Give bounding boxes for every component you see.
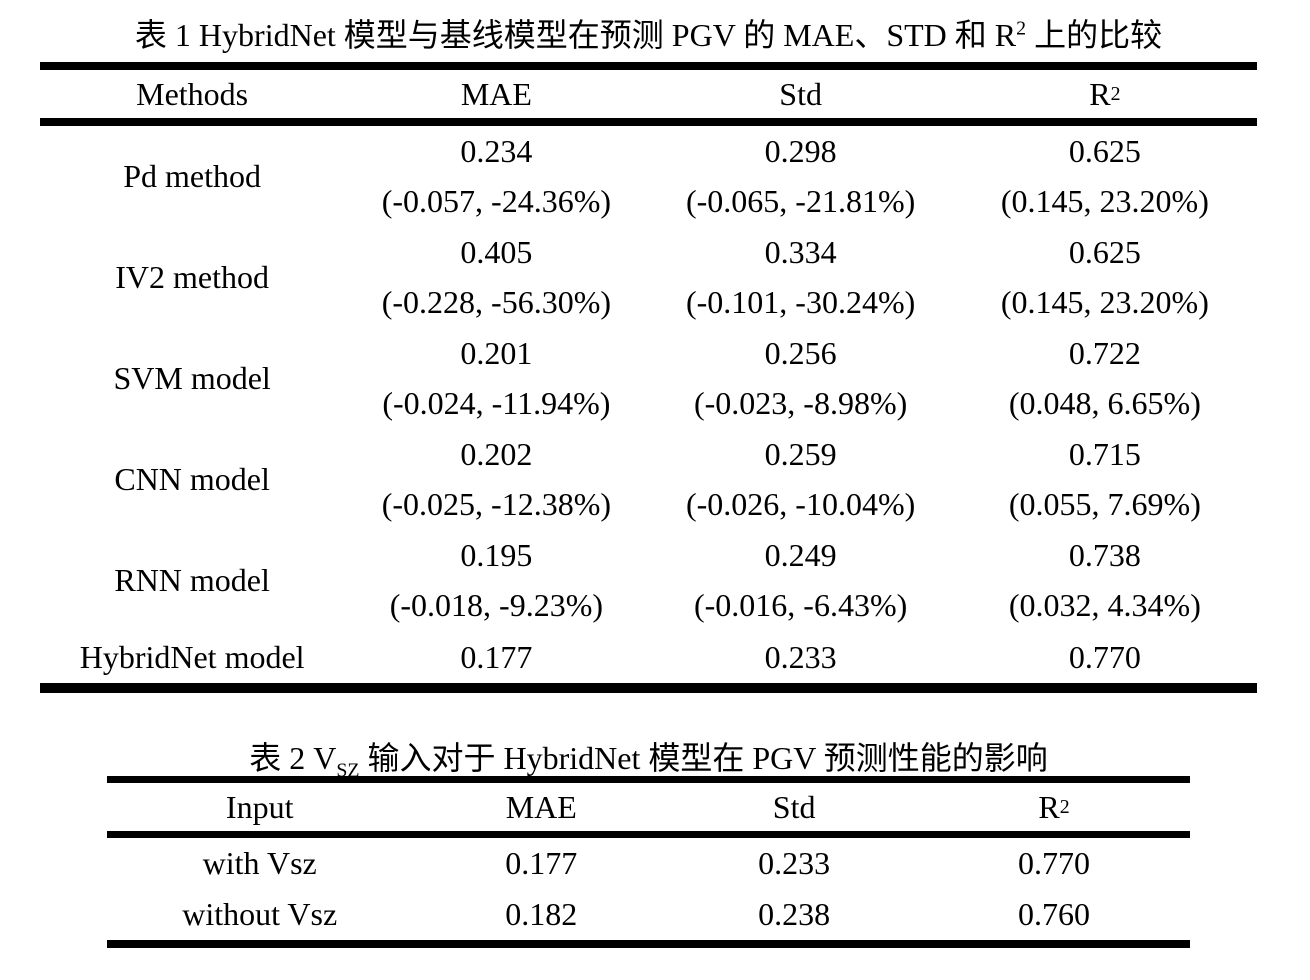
method-cell: HybridNet model [79,638,305,675]
metric-delta: (-0.024, -11.94%) [382,385,611,422]
table-row: SVM model 0.201 (-0.024, -11.94%) 0.256 … [40,328,1257,429]
table2-header-std: Std [772,788,816,825]
r2-cell: 0.770 [1068,638,1141,675]
table2-top-rule [107,776,1190,783]
r2-cell: 0.722 (0.048, 6.65%) [953,328,1257,429]
r2-cell: 0.738 (0.032, 4.34%) [953,530,1257,631]
mae-cell: 0.195 (-0.018, -9.23%) [344,530,648,631]
table1-caption-superscript: 2 [1016,17,1027,40]
metric-value: 0.722 [1068,334,1141,371]
metric-value: 0.202 [460,435,533,472]
method-cell: CNN model [114,461,270,497]
metric-delta: (0.048, 6.65%) [1008,385,1201,422]
table-row: IV2 method 0.405 (-0.228, -56.30%) 0.334… [40,227,1257,328]
metric-value: 0.405 [460,233,533,270]
table1-header-std: Std [779,75,822,112]
table1-caption: 表 1 HybridNet 模型与基线模型在预测 PGV 的 MAE、STD 和… [40,0,1257,62]
metric-delta: (-0.016, -6.43%) [693,587,908,624]
r2-cell: 0.625 (0.145, 23.20%) [953,126,1257,227]
metric-delta: (-0.065, -21.81%) [685,183,916,220]
table1-caption-text: 表 1 HybridNet 模型与基线模型在预测 PGV 的 MAE、STD 和… [134,17,1017,53]
metric-value: 0.625 [1068,132,1141,169]
method-cell: RNN model [114,562,270,598]
table-row: without Vsz 0.182 0.238 0.760 [107,889,1190,940]
metric-delta: (-0.057, -24.36%) [381,183,612,220]
metric-value: 0.249 [764,536,837,573]
metric-delta: (-0.228, -56.30%) [381,284,612,321]
metric-delta: (0.145, 23.20%) [1000,284,1209,321]
table1-caption-suffix: 上的比较 [1026,17,1163,53]
metric-delta: (0.055, 7.69%) [1008,486,1201,523]
table2-caption-subscript: SZ [336,759,360,782]
mae-cell: 0.234 (-0.057, -24.36%) [344,126,648,227]
std-cell: 0.238 [758,896,831,932]
metric-value: 0.234 [460,132,533,169]
mae-cell: 0.177 [505,845,578,881]
metric-value: 0.195 [460,536,533,573]
r2-cell: 0.625 (0.145, 23.20%) [953,227,1257,328]
metric-delta: (-0.023, -8.98%) [693,385,908,422]
table2-caption-suffix: 输入对于 HybridNet 模型在 PGV 预测性能的影响 [359,740,1048,776]
metric-delta: (-0.101, -30.24%) [685,284,916,321]
std-cell: 0.256 (-0.023, -8.98%) [649,328,953,429]
std-cell: 0.233 [764,638,837,675]
std-cell: 0.334 (-0.101, -30.24%) [649,227,953,328]
metric-value: 0.256 [764,334,837,371]
table2-caption: 表 2 VSZ 输入对于 HybridNet 模型在 PGV 预测性能的影响 [107,693,1190,780]
table1-header-rule [40,118,1257,126]
input-cell: without Vsz [182,896,338,932]
table-row: CNN model 0.202 (-0.025, -12.38%) 0.259 … [40,429,1257,530]
metric-value: 0.298 [764,132,837,169]
r2-base: R [1038,788,1060,825]
r2-base: R [1089,75,1111,112]
table1-header-mae: MAE [460,75,532,112]
metric-delta: (-0.025, -12.38%) [381,486,612,523]
metric-delta: (0.032, 4.34%) [1008,587,1201,624]
mae-cell: 0.177 [460,638,533,675]
r2-cell: 0.770 [1018,845,1091,881]
method-cell: SVM model [113,360,271,396]
metric-value: 0.201 [460,334,533,371]
table2-header-rule [107,831,1190,838]
table1-bottom-rule [40,683,1257,693]
metric-value: 0.738 [1068,536,1141,573]
std-cell: 0.249 (-0.016, -6.43%) [649,530,953,631]
table2-header-mae: MAE [505,788,577,825]
metric-value: 0.334 [764,233,837,270]
metric-value: 0.625 [1068,233,1141,270]
method-cell: IV2 method [115,259,269,295]
metric-delta: (-0.018, -9.23%) [389,587,604,624]
table2-header-input: Input [225,788,294,825]
table2-caption-text: 表 2 V [249,740,337,776]
table-row: with Vsz 0.177 0.233 0.770 [107,838,1190,889]
input-cell: with Vsz [202,845,317,881]
metric-delta: (-0.026, -10.04%) [685,486,916,523]
table1-header-methods: Methods [136,75,249,112]
table-row: RNN model 0.195 (-0.018, -9.23%) 0.249 (… [40,530,1257,631]
mae-cell: 0.202 (-0.025, -12.38%) [344,429,648,530]
table1-top-rule [40,62,1257,70]
metric-delta: (0.145, 23.20%) [1000,183,1209,220]
table-row: HybridNet model 0.177 0.233 0.770 [40,631,1257,683]
table-row: Pd method 0.234 (-0.057, -24.36%) 0.298 … [40,126,1257,227]
table2-bottom-rule [107,940,1190,948]
mae-cell: 0.201 (-0.024, -11.94%) [344,328,648,429]
r2-cell: 0.715 (0.055, 7.69%) [953,429,1257,530]
mae-cell: 0.182 [505,896,578,932]
r2-cell: 0.760 [1018,896,1091,932]
metric-value: 0.259 [764,435,837,472]
std-cell: 0.233 [758,845,831,881]
metric-value: 0.715 [1068,435,1141,472]
mae-cell: 0.405 (-0.228, -56.30%) [344,227,648,328]
std-cell: 0.298 (-0.065, -21.81%) [649,126,953,227]
std-cell: 0.259 (-0.026, -10.04%) [649,429,953,530]
method-cell: Pd method [123,158,262,194]
